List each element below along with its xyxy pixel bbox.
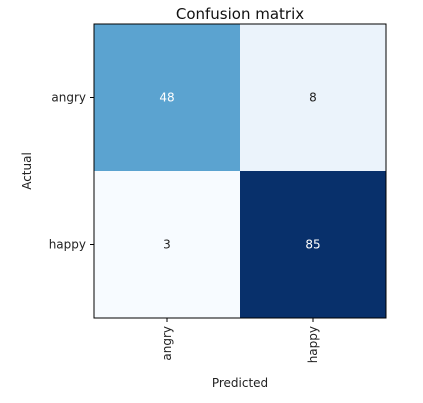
chart-title: Confusion matrix [176,5,304,23]
axis-ticks: angry happy angry happy [49,91,320,364]
heatmap-cell-angry-angry [94,24,240,171]
heatmap-cell-happy-angry [94,171,240,318]
heatmap-cells: 48 8 3 85 [94,24,386,318]
cell-value-label: 3 [163,238,171,252]
y-tick-label: angry [51,91,86,105]
heatmap-cell-angry-happy [240,24,386,171]
cell-value-label: 8 [309,91,317,105]
cell-value-label: 48 [159,91,174,105]
x-tick-label: happy [306,326,320,363]
x-tick-label: angry [160,326,174,361]
cell-value-label: 85 [305,238,320,252]
y-axis-label: Actual [20,152,34,190]
plot-frame [93,23,387,319]
heatmap-cell-happy-happy [240,171,386,318]
y-tick-label: happy [49,238,86,252]
x-axis-label: Predicted [212,376,268,390]
